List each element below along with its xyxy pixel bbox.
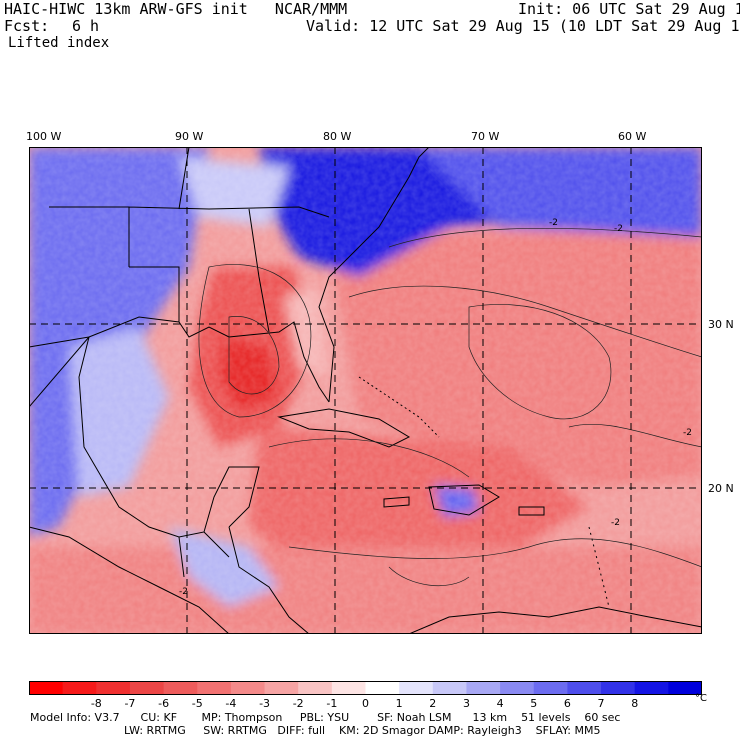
colorbar-label: 7: [597, 697, 605, 710]
colorbar-label: -4: [225, 697, 237, 710]
colorbar-swatch: [62, 681, 97, 695]
coast-south-america: [408, 606, 702, 634]
colorbar-swatch: [533, 681, 568, 695]
colorbar-label: 1: [395, 697, 403, 710]
colorbar-unit: °C: [695, 693, 707, 704]
colorbar-label: 5: [530, 697, 538, 710]
contour-label-3: -2: [683, 428, 692, 438]
model-info-line2: LW: RRTMG SW: RRTMG DIFF: full KM: 2D Sm…: [124, 724, 601, 737]
contour-label-1: -2: [549, 218, 558, 228]
colorbar-label: 3: [462, 697, 470, 710]
model-title: HAIC-HIWC 13km ARW-GFS init NCAR/MMM: [4, 0, 348, 18]
colorbar-swatch: [331, 681, 366, 695]
mexico-borders: [29, 336, 230, 578]
forecast-label: Fcst:: [4, 17, 50, 35]
colorbar-swatch: [432, 681, 467, 695]
colorbar-swatch: [567, 681, 602, 695]
lat-label-20n: 20 N: [708, 482, 734, 495]
colorbar: [29, 681, 702, 695]
coast-pacific: [29, 526, 230, 634]
map-frame: [29, 147, 702, 634]
colorbar-label: 2: [429, 697, 437, 710]
coast-mexico: [78, 336, 260, 538]
colorbar-label: -3: [259, 697, 271, 710]
colorbar-swatch: [668, 681, 702, 695]
colorbar-swatch: [298, 681, 333, 695]
colorbar-label: -8: [90, 697, 102, 710]
field-texture: [29, 147, 702, 634]
colorbar-label: -7: [124, 697, 136, 710]
colorbar-swatch: [500, 681, 535, 695]
coast-bahamas: [358, 376, 440, 438]
colorbar-swatch: [230, 681, 266, 695]
colorbar-swatch: [601, 681, 636, 695]
lifted-index-map: -2 -2 -2 -2 -2: [29, 147, 702, 634]
colorbar-frame: [29, 681, 702, 695]
colorbar-swatch: [365, 681, 400, 695]
contour-label-4: -2: [611, 518, 620, 528]
coast-antilles: [588, 526, 610, 608]
lon-label-80w: 80 W: [323, 130, 352, 143]
coastlines: [29, 147, 702, 634]
colorbar-label: 4: [496, 697, 504, 710]
valid-time: Valid: 12 UTC Sat 29 Aug 15 (10 LDT Sat …: [306, 17, 740, 35]
contour-label-2: -2: [614, 224, 623, 234]
lon-label-90w: 90 W: [175, 130, 204, 143]
colorbar-swatch: [399, 681, 434, 695]
lon-label-100w: 100 W: [26, 130, 62, 143]
lon-label-70w: 70 W: [471, 130, 500, 143]
colorbar-label: -2: [292, 697, 304, 710]
contours: [198, 227, 702, 587]
state-borders: [49, 147, 330, 333]
lon-label-60w: 60 W: [618, 130, 647, 143]
lat-label-30n: 30 N: [708, 318, 734, 331]
colorbar-swatch: [96, 681, 131, 695]
colorbar-label: 0: [362, 697, 369, 710]
model-info-line1: Model Info: V3.7 CU: KF MP: Thompson PBL…: [30, 711, 621, 724]
contour-label-5: -2: [179, 587, 188, 597]
colorbar-label: -1: [326, 697, 338, 710]
field-name: Lifted index: [8, 35, 110, 51]
coast-puerto-rico: [518, 506, 545, 516]
colorbar-label: -6: [158, 697, 170, 710]
init-time: Init: 06 UTC Sat 29 Aug 15: [518, 0, 740, 18]
colorbar-label: 6: [563, 697, 571, 710]
colorbar-swatch: [29, 681, 64, 695]
coast-hispaniola: [428, 484, 500, 516]
colorbar-swatch: [264, 681, 299, 695]
coast-central-america: [228, 526, 310, 634]
colorbar-swatch: [466, 681, 501, 695]
colorbar-swatch: [129, 681, 165, 695]
colorbar-label: -5: [191, 697, 203, 710]
coast-gulf-north: [29, 316, 330, 403]
colorbar-swatch: [163, 681, 198, 695]
colorbar-swatch: [197, 681, 232, 695]
forecast-hour: 6 h: [72, 17, 100, 35]
colorbar-label: 8: [631, 697, 639, 710]
coast-jamaica: [383, 496, 410, 508]
graticule: [29, 147, 702, 634]
colorbar-swatch: [634, 681, 669, 695]
coast-cuba: [277, 408, 411, 448]
coast-us-east: [318, 147, 430, 403]
